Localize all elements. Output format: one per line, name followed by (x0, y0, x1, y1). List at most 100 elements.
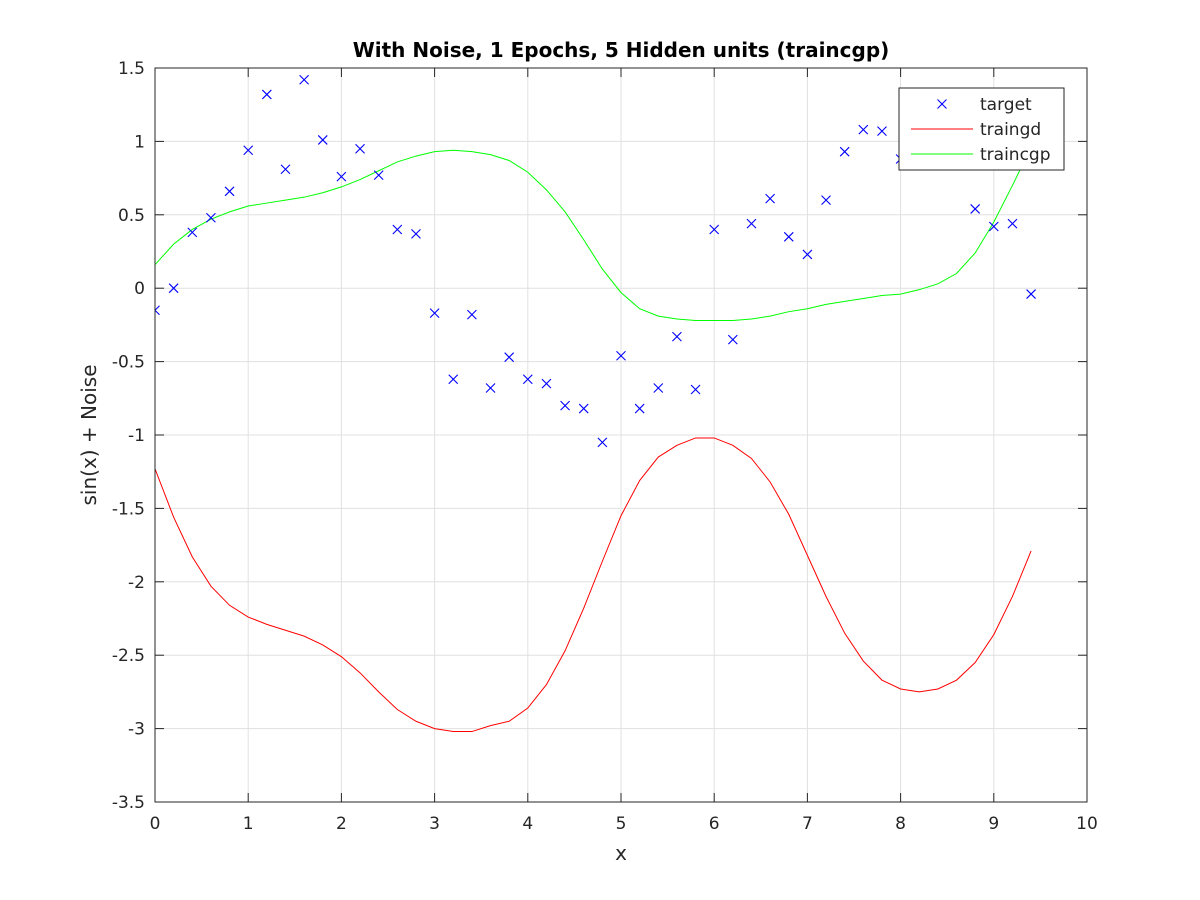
data-point-target (709, 224, 720, 235)
data-point-target (522, 374, 533, 385)
data-point-target-stroke (988, 221, 999, 232)
legend-x-marker-stroke (937, 99, 947, 109)
data-point-target (597, 437, 608, 448)
data-point-target-stroke (690, 384, 701, 395)
x-axis-label: x (615, 841, 627, 865)
data-point-target (653, 383, 664, 393)
data-point-target (485, 383, 496, 393)
legend-label-traincgp: traincgp (980, 145, 1051, 165)
data-point-target (970, 204, 981, 214)
data-point-target-stroke (970, 204, 981, 214)
data-point-target (727, 334, 738, 345)
data-point-target (392, 224, 403, 235)
legend-label-target: target (980, 95, 1032, 115)
data-point-target-stroke (392, 224, 403, 235)
x-tick-label: 7 (802, 814, 813, 834)
data-point-target-stroke (802, 249, 813, 260)
data-point-target-stroke (155, 309, 160, 316)
data-point-target (280, 164, 291, 175)
data-point-target-stroke (280, 164, 291, 175)
data-point-target (336, 171, 347, 182)
legend-marker-target (937, 99, 947, 109)
data-point-target-stroke (448, 374, 459, 385)
data-point-target (578, 403, 589, 414)
data-point-target (616, 350, 626, 361)
data-point-target-stroke (206, 212, 216, 223)
data-point-target-stroke (634, 403, 645, 414)
data-point-target-stroke (709, 224, 720, 235)
x-tick-label: 5 (616, 814, 627, 834)
y-tick-label: -2 (128, 573, 145, 593)
data-point-target-stroke (466, 309, 477, 320)
data-point-target (224, 186, 235, 197)
data-point-target (206, 212, 216, 223)
data-point-target (411, 228, 421, 239)
data-point-target-stroke (485, 383, 496, 393)
data-point-target-stroke (783, 231, 794, 242)
data-point-target-stroke (522, 374, 533, 385)
data-point-target (839, 146, 850, 157)
legend-x-marker (937, 99, 947, 109)
y-tick-labels: -3.5 -3 -2.5 -2 -1.5 -1 -0.5 0 0.5 1 1.5 (112, 59, 145, 813)
data-point-target-stroke (411, 228, 421, 239)
x-tick-label: 0 (150, 814, 161, 834)
data-point-target (877, 126, 887, 137)
data-point-target-stroke (429, 308, 440, 319)
data-point-target (243, 145, 254, 156)
data-point-target (858, 124, 869, 135)
legend-entry-traingd: traingd (911, 120, 1041, 140)
y-tick-label: -1.5 (112, 499, 145, 519)
plot-content (155, 74, 1036, 733)
data-point-target (783, 231, 794, 242)
data-point-target-stroke (224, 186, 235, 197)
y-tick-label: 0.5 (118, 206, 145, 226)
x-tick-label: 4 (522, 814, 533, 834)
x-tick-label: 2 (336, 814, 347, 834)
data-point-target (317, 135, 328, 145)
data-point-target-stroke (504, 352, 515, 363)
data-point-target (504, 352, 515, 363)
series-line-traincgp (155, 147, 1032, 321)
ticks (154, 67, 1088, 803)
x-tick-label: 9 (988, 814, 999, 834)
data-point-target (1026, 289, 1036, 299)
data-point-target-stroke (578, 403, 589, 414)
data-point-target-stroke (261, 89, 272, 100)
data-point-target-stroke (653, 383, 664, 393)
data-point-target (690, 384, 701, 395)
x-tick-label: 8 (895, 814, 906, 834)
data-point-target (155, 305, 160, 316)
data-point-target (560, 400, 570, 411)
data-point-target (466, 309, 477, 320)
data-point-target (765, 193, 776, 204)
data-point-target (168, 283, 179, 294)
chart-title: With Noise, 1 Epochs, 5 Hidden units (tr… (353, 38, 890, 62)
data-point-target (299, 74, 310, 85)
x-tick-label: 10 (1076, 814, 1098, 834)
data-point-target (746, 218, 757, 229)
y-tick-label: 1 (134, 132, 145, 152)
y-tick-label: -3.5 (112, 793, 145, 813)
data-point-target (988, 221, 999, 232)
series-target (155, 74, 1036, 448)
data-point-target-stroke (168, 283, 179, 294)
legend-entry-traincgp: traincgp (911, 145, 1051, 165)
data-point-target-stroke (821, 195, 831, 206)
data-point-target-stroke (155, 305, 160, 311)
data-point-target-stroke (317, 135, 328, 145)
data-point-target-stroke (839, 146, 850, 157)
data-point-target-stroke (616, 350, 626, 361)
data-point-target (634, 403, 645, 414)
data-point-target-stroke (560, 400, 570, 411)
legend-label-traingd: traingd (980, 120, 1041, 140)
y-axis-label: sin(x) + Noise (77, 364, 101, 505)
data-point-target (187, 227, 198, 238)
data-point-target (541, 378, 552, 389)
data-point-target-stroke (877, 126, 887, 137)
series-traincgp (155, 147, 1032, 321)
data-point-target (373, 170, 384, 181)
y-tick-label: -2.5 (112, 646, 145, 666)
data-point-target-stroke (299, 74, 310, 85)
data-point-target (821, 195, 831, 206)
